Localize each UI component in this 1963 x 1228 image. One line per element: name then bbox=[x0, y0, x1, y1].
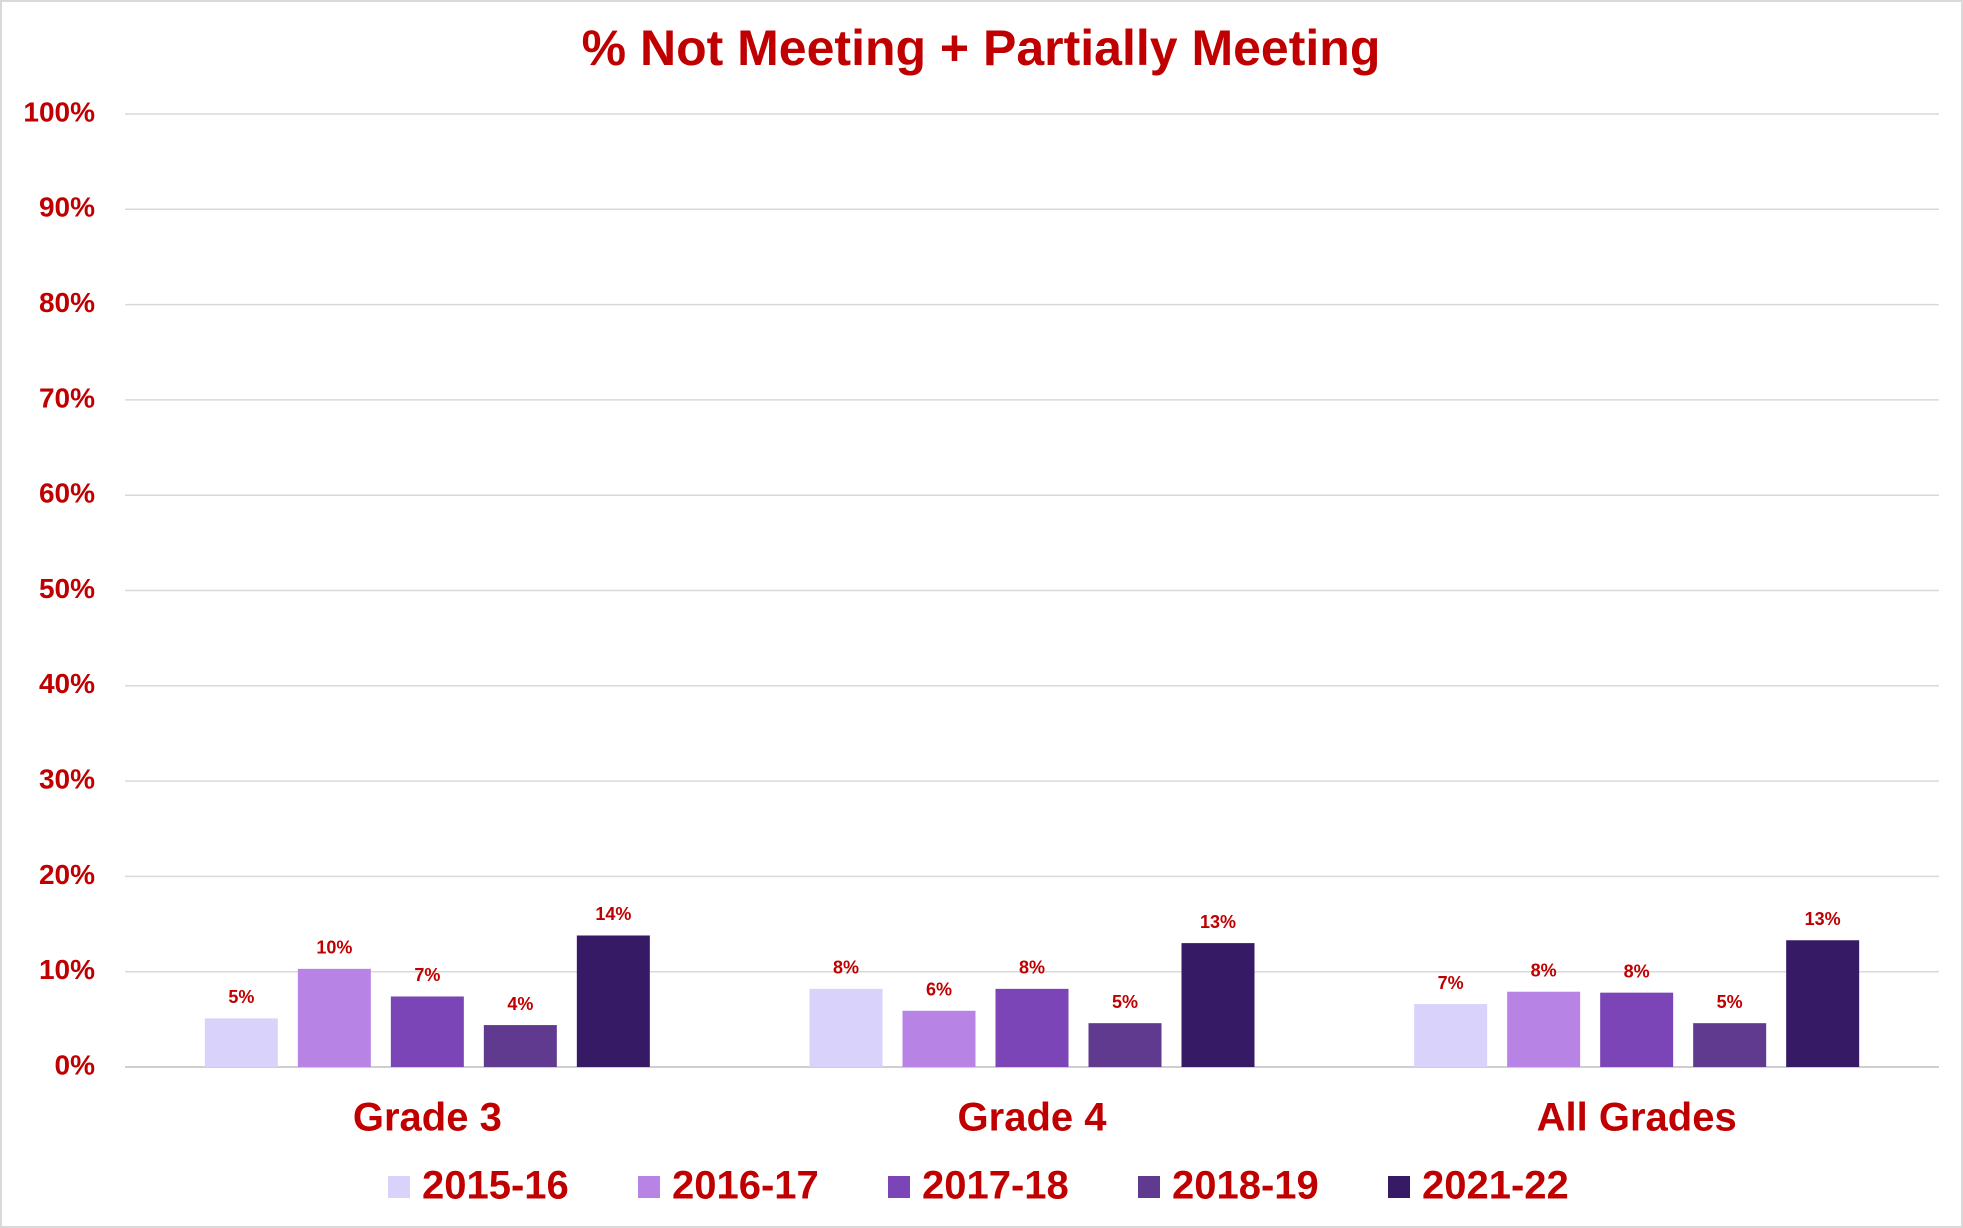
data-label: 8% bbox=[833, 958, 859, 978]
bar bbox=[1181, 943, 1255, 1067]
y-tick-label: 20% bbox=[39, 859, 95, 890]
bar bbox=[483, 1025, 557, 1067]
legend-label: 2017-18 bbox=[922, 1164, 1069, 1208]
data-label: 8% bbox=[1624, 961, 1650, 981]
data-label: 8% bbox=[1531, 960, 1557, 980]
y-tick-label: 0% bbox=[55, 1049, 96, 1080]
data-label: 5% bbox=[1717, 992, 1743, 1012]
data-label: 7% bbox=[1438, 973, 1464, 993]
data-label: 13% bbox=[1805, 909, 1841, 929]
legend-swatch bbox=[388, 1176, 410, 1198]
data-label: 5% bbox=[1112, 992, 1138, 1012]
legend-label: 2015-16 bbox=[422, 1164, 569, 1208]
legend-label: 2018-19 bbox=[1172, 1164, 1319, 1208]
x-tick-label: Grade 4 bbox=[958, 1096, 1108, 1140]
y-tick-label: 70% bbox=[39, 382, 95, 413]
y-tick-label: 100% bbox=[23, 96, 95, 127]
x-tick-label: Grade 3 bbox=[353, 1096, 502, 1140]
legend-swatch bbox=[1388, 1176, 1410, 1198]
data-label: 5% bbox=[228, 987, 254, 1007]
data-label: 6% bbox=[926, 980, 952, 1000]
data-label: 4% bbox=[507, 994, 533, 1014]
legend-label: 2021-22 bbox=[1422, 1164, 1569, 1208]
y-tick-label: 30% bbox=[39, 763, 95, 794]
data-label: 10% bbox=[316, 938, 352, 958]
y-tick-label: 80% bbox=[39, 287, 95, 318]
legend-swatch bbox=[888, 1176, 910, 1198]
y-tick-label: 50% bbox=[39, 573, 95, 604]
bar bbox=[1088, 1023, 1162, 1067]
x-tick-label: All Grades bbox=[1537, 1096, 1737, 1140]
legend-label: 2016-17 bbox=[672, 1164, 819, 1208]
bar bbox=[1507, 991, 1581, 1067]
bar bbox=[902, 1010, 976, 1067]
bar bbox=[809, 988, 883, 1067]
bar bbox=[1600, 992, 1674, 1067]
data-label: 8% bbox=[1019, 958, 1045, 978]
bar bbox=[297, 968, 371, 1067]
y-tick-label: 90% bbox=[39, 192, 95, 223]
legend-swatch bbox=[1138, 1176, 1160, 1198]
bar bbox=[1786, 940, 1860, 1067]
data-label: 13% bbox=[1200, 912, 1236, 932]
data-label: 14% bbox=[595, 904, 631, 924]
bar bbox=[576, 935, 650, 1067]
bar bbox=[204, 1018, 278, 1067]
y-tick-label: 60% bbox=[39, 478, 95, 509]
bar bbox=[1414, 1004, 1488, 1067]
bar bbox=[390, 996, 464, 1067]
bar bbox=[1693, 1023, 1767, 1067]
y-tick-label: 10% bbox=[39, 954, 95, 985]
data-label: 7% bbox=[414, 965, 440, 985]
legend-swatch bbox=[638, 1176, 660, 1198]
bar bbox=[995, 988, 1069, 1067]
y-tick-label: 40% bbox=[39, 668, 95, 699]
chart-title: % Not Meeting + Partially Meeting bbox=[582, 20, 1381, 76]
